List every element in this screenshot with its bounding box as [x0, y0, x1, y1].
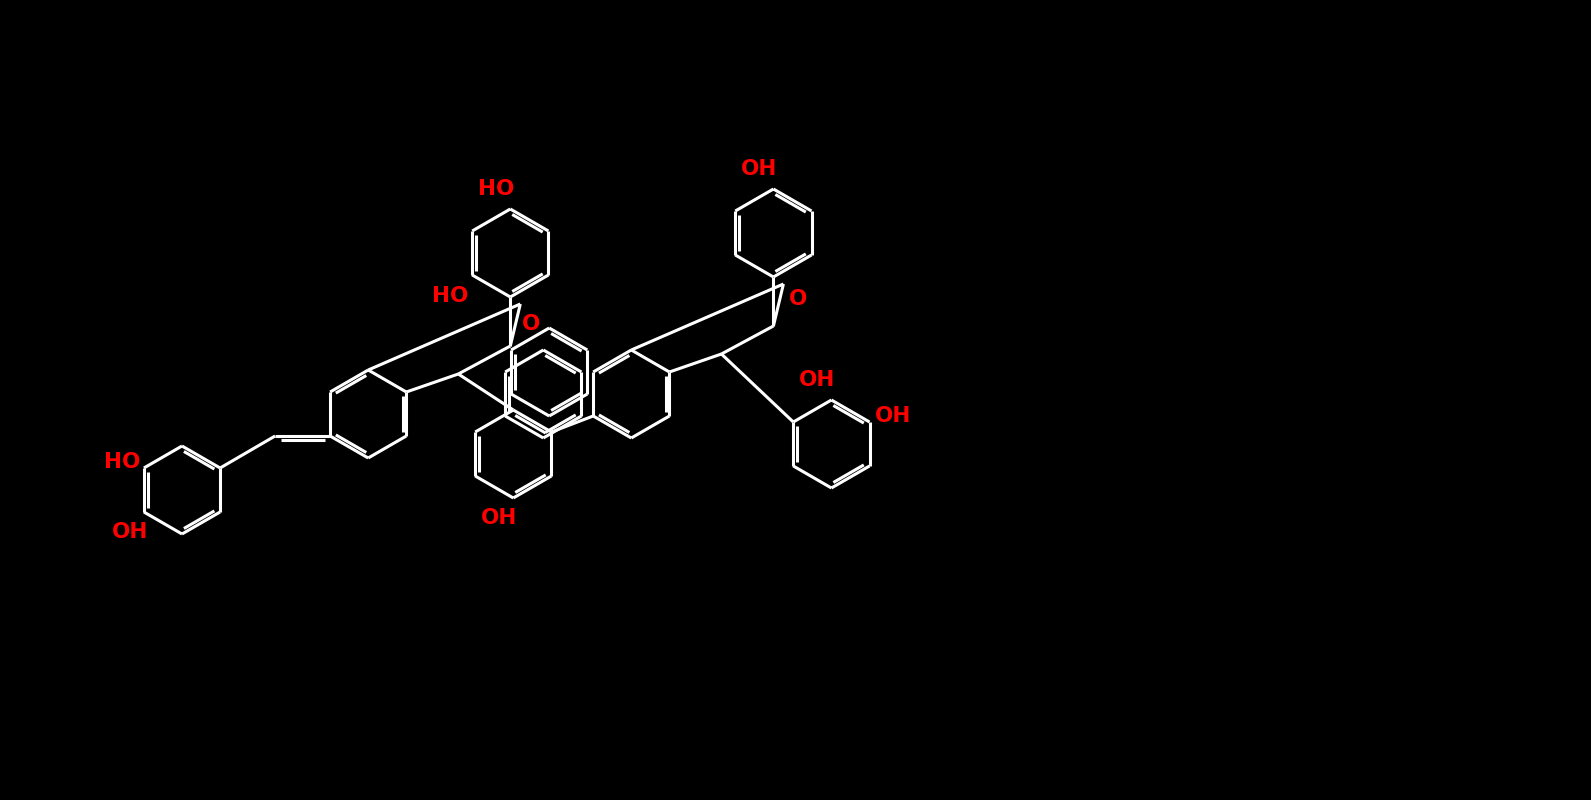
Text: OH: OH — [480, 508, 517, 528]
Text: HO: HO — [479, 179, 514, 199]
Text: HO: HO — [431, 286, 468, 306]
Text: O: O — [789, 289, 807, 309]
Text: OH: OH — [875, 406, 912, 426]
Text: O: O — [522, 314, 541, 334]
Text: OH: OH — [111, 522, 148, 542]
Text: OH: OH — [799, 370, 835, 390]
Text: OH: OH — [741, 159, 778, 179]
Text: HO: HO — [103, 452, 140, 472]
